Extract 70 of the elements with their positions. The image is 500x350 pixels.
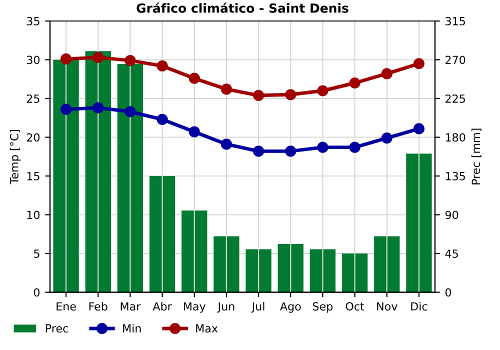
point xyxy=(124,54,136,66)
y2-tick-label: 45 xyxy=(445,250,458,258)
x-tick-label: Ene xyxy=(56,302,76,311)
point xyxy=(381,68,392,80)
y-tick-label: 15 xyxy=(27,172,40,180)
y-tick-label: 10 xyxy=(27,210,40,220)
x-tick-label: Oct xyxy=(346,302,364,311)
x-tick-label: Nov xyxy=(377,302,398,311)
y2-tick-label: 315 xyxy=(446,16,465,26)
y-tick-label: 25 xyxy=(26,94,40,103)
point xyxy=(124,106,136,118)
x-tick-label: Mar xyxy=(120,302,141,311)
point xyxy=(413,58,425,70)
point xyxy=(317,85,328,96)
point xyxy=(285,146,296,157)
point xyxy=(349,142,360,153)
y-tick-label: 30 xyxy=(26,56,40,64)
bar xyxy=(310,249,336,292)
y2-tick-label: 225 xyxy=(446,94,465,103)
point xyxy=(60,104,72,115)
x-tick-label: Sep xyxy=(312,302,333,313)
point xyxy=(60,53,72,65)
bar xyxy=(85,51,111,292)
y-axis-title: Temp [°C] xyxy=(10,130,21,184)
point xyxy=(156,114,168,125)
point xyxy=(413,123,425,134)
point xyxy=(252,90,264,101)
chart-title: Gráfico climático - Saint Denis xyxy=(136,2,348,13)
y2-tick-label: 0 xyxy=(445,288,452,297)
point xyxy=(220,84,232,95)
bar xyxy=(149,176,176,292)
x-tick-label: Jun xyxy=(217,302,234,313)
y2-tick-label: 90 xyxy=(445,210,458,220)
bar xyxy=(342,254,368,292)
bar xyxy=(53,60,79,292)
legend-label: Prec xyxy=(46,324,68,333)
bar xyxy=(374,236,400,292)
x-tick-label: May xyxy=(184,302,206,313)
bar xyxy=(117,64,144,292)
y-tick-label: 5 xyxy=(34,250,40,258)
legend-label: Max xyxy=(196,324,218,333)
point xyxy=(92,102,104,114)
y2-tick-label: 270 xyxy=(446,56,466,64)
bar xyxy=(278,244,304,292)
point xyxy=(92,52,104,63)
legend-label: Min xyxy=(123,324,141,332)
point xyxy=(220,138,232,150)
point xyxy=(188,126,200,138)
y-tick-label: 35 xyxy=(26,16,40,26)
y2-axis-title: Prec [mm] xyxy=(471,128,482,184)
x-tick-label: Dic xyxy=(411,302,428,311)
x-tick-label: Jul xyxy=(251,302,264,313)
x-tick-label: Ago xyxy=(280,302,301,313)
point xyxy=(156,60,168,72)
y-tick-label: 0 xyxy=(34,288,40,297)
point xyxy=(252,146,264,157)
bar xyxy=(182,210,208,292)
point xyxy=(381,132,392,144)
y2-tick-label: 180 xyxy=(446,133,466,142)
x-tick-label: Abr xyxy=(152,302,172,311)
point xyxy=(188,72,200,84)
y-tick-label: 20 xyxy=(26,133,40,142)
bar xyxy=(214,236,240,292)
bar xyxy=(246,249,272,292)
x-tick-label: Feb xyxy=(89,302,108,311)
point xyxy=(349,77,360,89)
point xyxy=(317,142,328,153)
bar xyxy=(406,154,432,292)
y2-tick-label: 135 xyxy=(446,172,465,180)
point xyxy=(285,89,296,100)
